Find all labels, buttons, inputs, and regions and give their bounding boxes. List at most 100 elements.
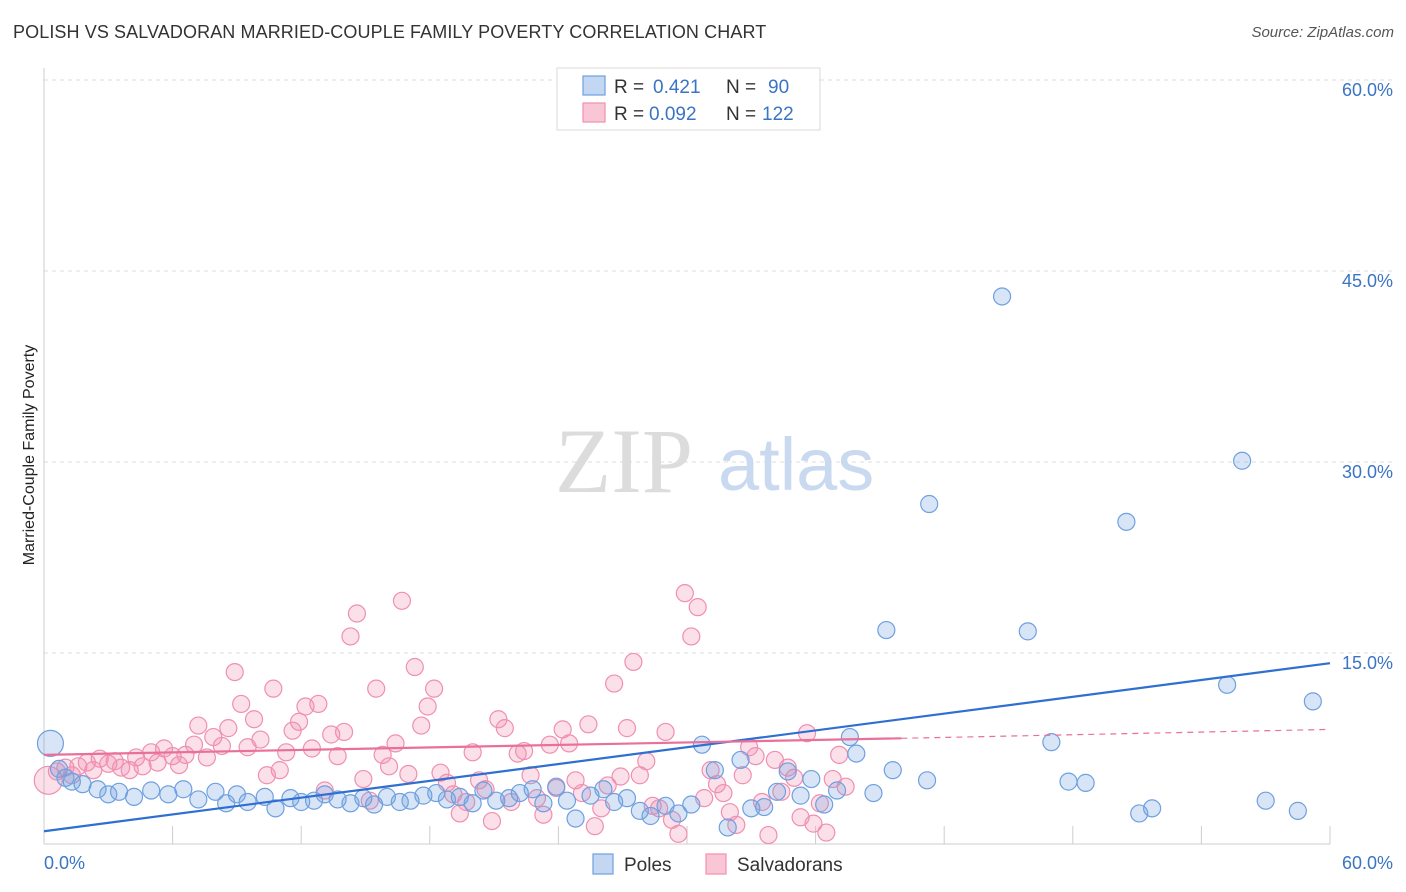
salvadorans-point <box>830 745 849 764</box>
poles-point <box>1233 451 1252 470</box>
y-axis-title: Married-Couple Family Poverty <box>21 345 38 566</box>
salvadorans-bottom-label: Salvadorans <box>737 855 843 876</box>
poles-point <box>802 769 821 789</box>
salvadorans-point <box>232 694 251 714</box>
salvadorans-point <box>270 761 289 780</box>
salvadorans-point <box>373 745 392 764</box>
salvadorans-point <box>392 591 412 610</box>
poles-point <box>36 729 65 758</box>
salvadorans-point <box>707 775 727 794</box>
salvadorans-point <box>675 584 694 603</box>
salvadorans-legend-swatch <box>582 102 606 123</box>
poles-point <box>1117 512 1136 531</box>
poles-point <box>1018 622 1037 641</box>
watermark-zip: ZIP <box>555 410 693 512</box>
watermark-atlas: atlas <box>718 423 874 506</box>
salvadorans-point <box>347 604 367 623</box>
poles-point <box>463 794 482 813</box>
salvadorans-point <box>219 719 238 738</box>
salvadorans-point <box>463 743 482 762</box>
salvadorans-n-label: N = <box>726 104 756 125</box>
poles-point <box>1076 773 1095 792</box>
poles-point <box>877 620 896 640</box>
poles-point <box>778 762 797 781</box>
salvadorans-point <box>212 736 231 756</box>
salvadorans-point <box>778 758 797 777</box>
salvadorans-trend-extension <box>901 728 1331 739</box>
poles-point <box>523 780 542 799</box>
poles-point <box>742 799 761 818</box>
poles-point <box>142 781 161 800</box>
watermark: ZIP atlas <box>555 410 874 512</box>
salvadorans-point <box>289 712 309 731</box>
salvadorans-point <box>334 722 354 742</box>
poles-point <box>840 727 859 747</box>
poles-trend-line <box>43 662 1331 833</box>
salvadorans-point <box>354 769 373 789</box>
poles-point <box>1143 799 1162 818</box>
salvadorans-r-value: 0.092 <box>649 104 697 125</box>
salvadorans-point <box>733 766 752 785</box>
poles-point <box>791 786 810 805</box>
salvadorans-point <box>836 777 855 796</box>
salvadorans-bottom-swatch <box>705 853 727 875</box>
salvadorans-point <box>418 697 437 716</box>
salvadorans-point <box>804 814 823 833</box>
poles-bottom-swatch <box>592 853 614 875</box>
salvadorans-point <box>424 679 444 698</box>
poles-point <box>767 782 787 801</box>
poles-point <box>755 797 774 817</box>
salvadorans-point <box>405 657 424 677</box>
salvadorans-point <box>617 719 637 738</box>
poles-points <box>36 287 1322 837</box>
salvadorans-point <box>379 757 399 776</box>
salvadorans-point <box>714 783 733 803</box>
poles-point <box>992 287 1012 306</box>
salvadorans-point <box>412 716 431 735</box>
salvadorans-point <box>585 817 604 836</box>
poles-point <box>547 777 566 796</box>
salvadorans-point <box>759 825 778 845</box>
salvadorans-point <box>169 755 189 775</box>
poles-point <box>1218 675 1237 694</box>
salvadorans-point <box>367 679 386 698</box>
poles-point <box>883 761 902 780</box>
salvadorans-point <box>495 719 514 738</box>
y-tick-label: 15.0% <box>1342 653 1393 673</box>
y-tick-label: 45.0% <box>1342 271 1393 291</box>
salvadorans-point <box>682 627 701 646</box>
salvadorans-point <box>189 716 208 735</box>
poles-point <box>682 795 701 814</box>
poles-point <box>474 781 493 800</box>
poles-point <box>1303 692 1322 711</box>
poles-point <box>920 494 939 514</box>
salvadorans-point <box>251 730 270 749</box>
poles-point <box>864 783 883 803</box>
poles-legend-swatch <box>582 75 606 96</box>
poles-r-label: R = <box>614 77 644 98</box>
salvadorans-point <box>277 743 296 762</box>
y-tick-labels: 15.0% 30.0% 45.0% 60.0% <box>1342 80 1393 673</box>
poles-point <box>88 780 107 799</box>
poles-point <box>617 789 637 808</box>
salvadorans-point <box>184 735 204 754</box>
poles-point <box>630 801 649 820</box>
poles-point <box>1042 733 1061 752</box>
series-legend: Poles Salvadorans <box>592 853 843 876</box>
poles-point <box>62 772 81 791</box>
salvadorans-trend-line <box>43 737 902 756</box>
y-tick-label: 30.0% <box>1342 462 1393 482</box>
chart-title: POLISH VS SALVADORAN MARRIED-COUPLE FAMI… <box>13 22 767 42</box>
salvadorans-point <box>605 674 624 693</box>
salvadorans-point <box>309 694 328 714</box>
poles-point <box>500 789 519 808</box>
salvadorans-point <box>482 811 502 831</box>
salvadorans-point <box>69 757 88 776</box>
salvadorans-point <box>579 715 598 734</box>
axes <box>43 68 1331 845</box>
salvadorans-point <box>772 782 791 801</box>
salvadorans-point <box>688 598 707 617</box>
poles-n-label: N = <box>726 77 756 98</box>
salvadorans-point <box>656 722 675 742</box>
